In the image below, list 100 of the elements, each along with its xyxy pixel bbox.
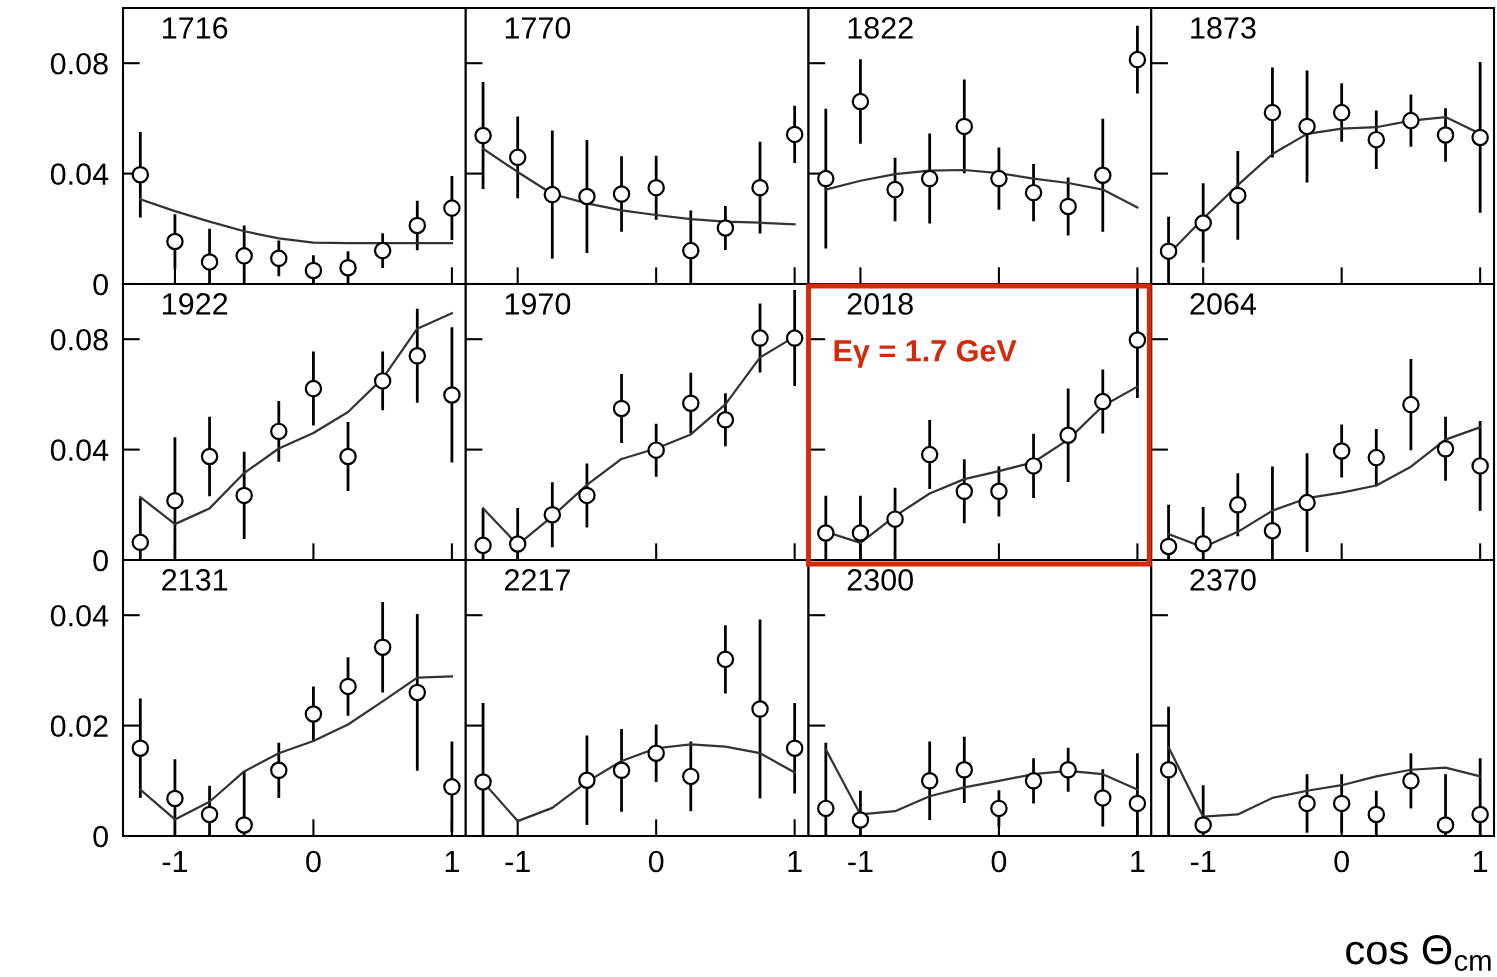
point	[1159, 242, 1178, 260]
point	[270, 422, 288, 441]
chart-title: 1873	[1191, 17, 1256, 39]
x-tick-label: 0	[648, 850, 664, 873]
point	[1402, 395, 1420, 414]
point	[886, 510, 904, 528]
point	[851, 811, 870, 829]
point	[373, 372, 392, 390]
x-tick-label: -1	[162, 851, 188, 873]
point	[990, 482, 1008, 501]
point	[1436, 816, 1455, 834]
x-tick-label: 1	[788, 851, 802, 873]
point	[443, 199, 461, 217]
point	[751, 178, 769, 197]
point	[1332, 442, 1351, 460]
point	[1402, 111, 1420, 130]
point	[166, 232, 184, 251]
point	[339, 447, 357, 466]
point	[1094, 392, 1112, 411]
point	[339, 677, 357, 696]
x-tick-label: 1	[1473, 851, 1488, 873]
y-tick-label: 0.04	[50, 163, 109, 185]
x-tick-label: 1	[1131, 851, 1145, 873]
point	[373, 638, 392, 656]
chart-title: 1970	[505, 293, 571, 315]
point	[751, 329, 769, 347]
x-tick-label: -1	[505, 851, 530, 873]
point	[131, 533, 150, 552]
point	[785, 329, 804, 347]
y-tick-label: 0.04	[50, 439, 109, 461]
point	[1128, 50, 1147, 69]
point	[682, 394, 700, 412]
chart-title: 1922	[163, 293, 228, 315]
point	[1367, 448, 1386, 467]
point	[1263, 522, 1282, 540]
point	[508, 535, 527, 553]
point	[235, 486, 253, 505]
point	[990, 799, 1008, 818]
point	[235, 247, 253, 265]
chart-title: 2131	[162, 569, 228, 591]
x-tick-label: 0	[991, 850, 1007, 873]
point	[612, 399, 631, 418]
point	[1128, 331, 1147, 349]
chart-title: 2370	[1190, 569, 1256, 591]
chart-title: 2217	[504, 569, 570, 591]
annotation: Eγ = 1.7 GeV	[834, 340, 1017, 368]
point	[1332, 103, 1351, 122]
y-tick-label: 0.08	[50, 328, 108, 351]
point	[304, 379, 323, 398]
chart-title: 1822	[848, 17, 913, 39]
chart-title: 1770	[505, 17, 571, 39]
point	[578, 486, 596, 505]
point	[647, 178, 665, 197]
point	[166, 789, 184, 808]
point	[1263, 103, 1282, 122]
line-series	[139, 675, 454, 821]
point	[1471, 128, 1489, 147]
point	[1436, 126, 1455, 144]
point	[131, 739, 150, 757]
point	[920, 772, 939, 790]
point	[851, 524, 870, 542]
y-tick-label: 0	[93, 825, 108, 848]
point	[817, 169, 835, 188]
point	[955, 761, 974, 779]
point	[1332, 794, 1351, 813]
y-tick-label: 0	[93, 549, 108, 572]
point	[543, 505, 562, 524]
y-tick-label: 0	[93, 273, 108, 296]
point	[1298, 794, 1316, 813]
point	[200, 447, 219, 466]
point	[1471, 457, 1489, 475]
point	[716, 650, 735, 669]
point	[1471, 805, 1489, 824]
point	[955, 117, 974, 136]
chart-title: 2064	[1190, 293, 1257, 315]
point	[751, 700, 769, 718]
point	[647, 441, 665, 459]
point	[1298, 493, 1316, 512]
point	[612, 185, 631, 203]
point	[304, 261, 323, 280]
point	[1094, 789, 1112, 807]
point	[1059, 761, 1077, 779]
point	[443, 386, 461, 404]
point	[716, 219, 735, 237]
point	[270, 249, 288, 268]
point	[200, 253, 219, 271]
point	[1367, 130, 1386, 149]
point	[339, 258, 357, 277]
point	[682, 241, 700, 260]
point	[270, 761, 288, 780]
point	[543, 185, 562, 204]
point	[408, 683, 427, 702]
point	[1024, 772, 1043, 790]
point	[886, 180, 904, 199]
point	[1024, 457, 1043, 475]
point	[1402, 772, 1420, 790]
point	[304, 705, 323, 723]
point	[578, 187, 596, 206]
point	[443, 778, 461, 796]
point	[1024, 183, 1043, 202]
